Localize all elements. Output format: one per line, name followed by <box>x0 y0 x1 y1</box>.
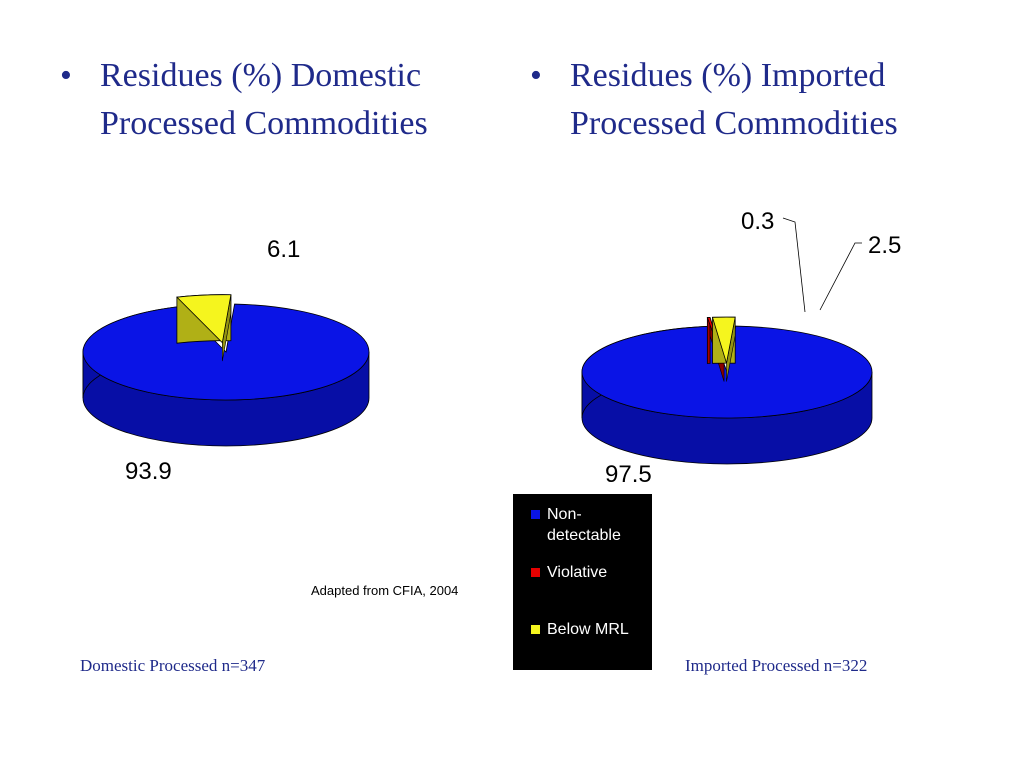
domestic-sample-size: Domestic Processed n=347 <box>80 656 266 675</box>
data-label-violative: 0.3 <box>741 208 774 235</box>
right-heading-text: Residues (%) Imported Processed Commodit… <box>570 57 898 142</box>
data-label-non-detectable: 93.9 <box>125 458 172 485</box>
legend: Non-detectable Violative Below MRL <box>513 494 652 670</box>
data-label-below-mrl: 2.5 <box>868 232 901 259</box>
legend-swatch-violative <box>531 568 540 577</box>
legend-label: Violative <box>547 564 608 581</box>
pie-slice-below-mrl <box>176 294 232 344</box>
legend-swatch-non-detectable <box>531 510 540 519</box>
bullet-icon: • <box>530 57 542 94</box>
leader-line-below-mrl <box>819 242 862 311</box>
left-chart-heading: • Residues (%) Domestic Processed Commod… <box>60 52 510 148</box>
right-chart-heading: • Residues (%) Imported Processed Commod… <box>530 52 1010 148</box>
pie-slice-non-detectable <box>82 303 370 401</box>
legend-label: Below MRL <box>547 621 629 638</box>
legend-label: Non-detectable <box>547 506 621 544</box>
pie-slice-below-mrl <box>711 316 736 364</box>
source-note: Adapted from CFIA, 2004 <box>311 583 459 598</box>
legend-swatch-below-mrl <box>531 625 540 634</box>
imported-sample-size: Imported Processed n=322 <box>685 656 868 675</box>
left-heading-text: Residues (%) Domestic Processed Commodit… <box>100 57 428 142</box>
data-label-below-mrl: 6.1 <box>267 236 300 263</box>
data-label-non-detectable: 97.5 <box>605 461 652 488</box>
leader-line-violative <box>782 217 806 313</box>
bullet-icon: • <box>60 57 72 94</box>
